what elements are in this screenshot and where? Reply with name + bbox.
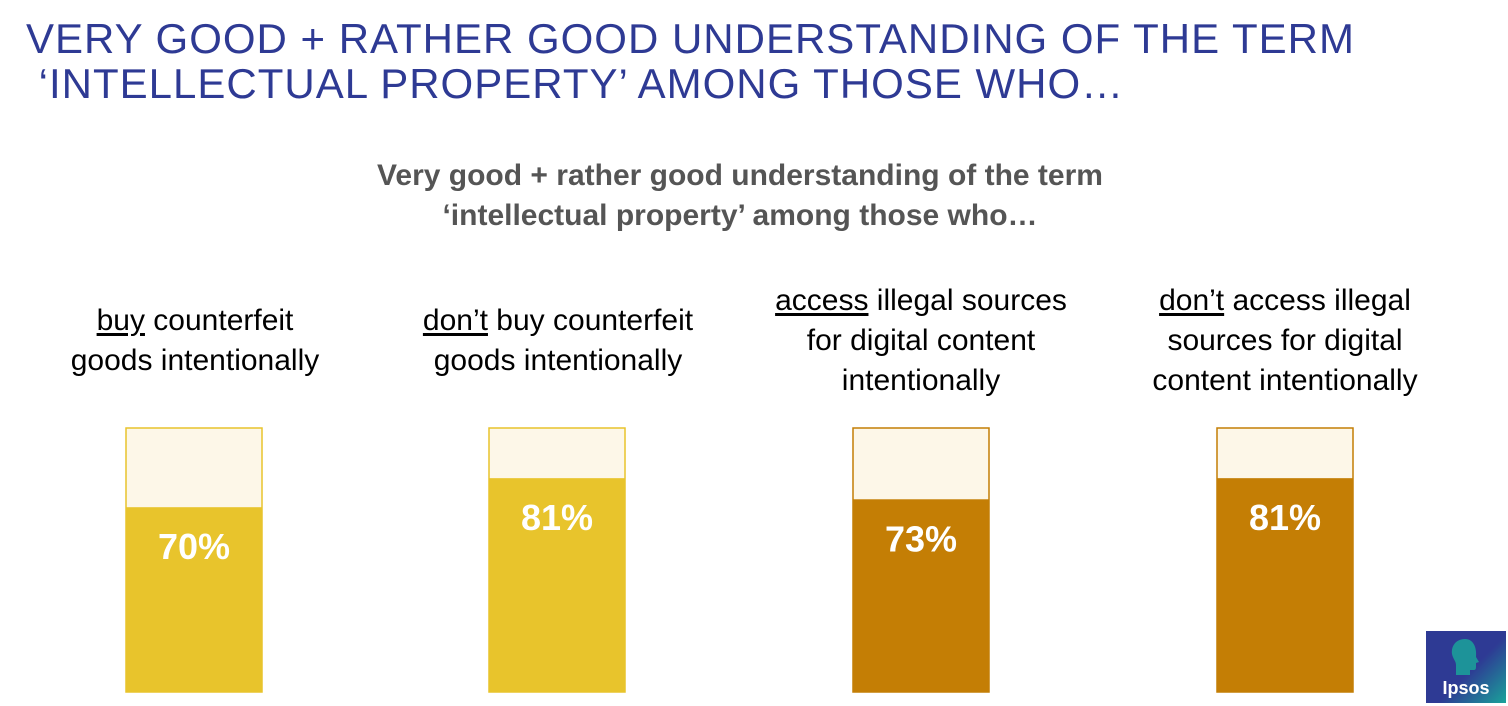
- bar-value-label-4: 81%: [1249, 497, 1321, 538]
- bar-3: [853, 499, 989, 692]
- category-label-1-underlined: buy: [96, 304, 145, 337]
- category-label-3-line2: for digital content: [806, 324, 1036, 357]
- bar-value-label-3: 73%: [885, 518, 957, 559]
- category-label-4: don’t access illegal sources for digital…: [1105, 281, 1465, 401]
- category-label-3-underlined: access: [775, 284, 869, 317]
- chart-title-line-1: Very good + rather good understanding of…: [377, 159, 1103, 192]
- bar-2: [489, 478, 625, 692]
- category-label-2-rest: buy counterfeit: [487, 304, 694, 337]
- bar-value-label-1: 70%: [158, 526, 230, 567]
- category-label-2-underlined: don’t: [422, 304, 488, 337]
- category-label-4-rest: access illegal: [1224, 284, 1411, 317]
- head-silhouette-icon: [1451, 639, 1479, 675]
- ipsos-logo-text: Ipsos: [1442, 678, 1490, 698]
- chart-title-line-2: ‘intellectual property’ among those who…: [442, 199, 1038, 232]
- category-label-3-line3: intentionally: [841, 364, 1001, 397]
- category-label-3: access illegal sources for digital conte…: [741, 281, 1101, 401]
- category-label-3-rest: illegal sources: [868, 284, 1067, 317]
- category-label-2: don’t buy counterfeit goods intentionall…: [378, 301, 738, 381]
- ipsos-logo: Ipsos: [1426, 631, 1506, 703]
- category-label-1-line2: goods intentionally: [70, 344, 320, 377]
- bar-value-label-2: 81%: [521, 497, 593, 538]
- category-label-1: buy counterfeit goods intentionally: [15, 301, 375, 381]
- slide-title-line-2: ‘INTELLECTUAL PROPERTY’ AMONG THOSE WHO…: [26, 60, 1125, 107]
- category-label-1-rest: counterfeit: [144, 304, 294, 337]
- bar-4: [1217, 478, 1353, 692]
- category-label-4-line2: sources for digital: [1167, 324, 1403, 357]
- slide-title-line-1: VERY GOOD + RATHER GOOD UNDERSTANDING OF…: [26, 15, 1355, 62]
- bar-1: [126, 507, 262, 692]
- category-label-4-line3: content intentionally: [1152, 364, 1418, 397]
- category-label-4-underlined: don’t: [1159, 284, 1225, 317]
- slide-title: VERY GOOD + RATHER GOOD UNDERSTANDING OF…: [26, 16, 1466, 106]
- category-label-2-line2: goods intentionally: [433, 344, 683, 377]
- chart-title: Very good + rather good understanding of…: [240, 156, 1240, 236]
